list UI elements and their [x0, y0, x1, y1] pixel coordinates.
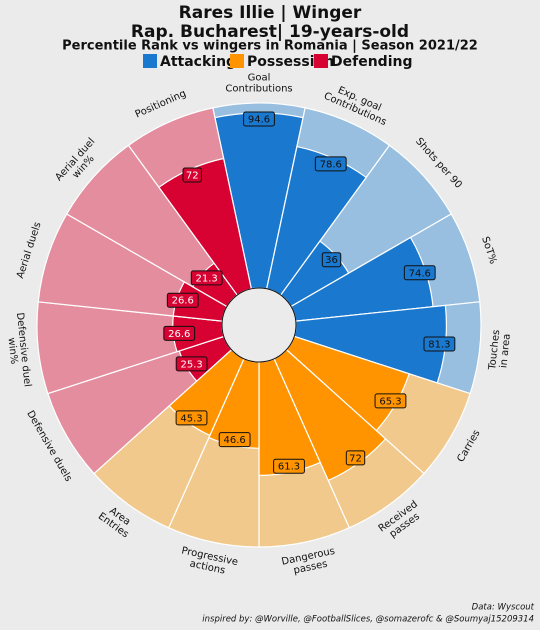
center-circle [221, 287, 297, 363]
value-label-box [403, 265, 436, 281]
legend-label: Possession [247, 54, 334, 70]
value-label-text: 36 [325, 255, 338, 266]
legend-swatch [143, 54, 157, 68]
legend-swatch [230, 54, 244, 68]
value-label: 21.3 [190, 270, 223, 286]
value-label-text: 21.3 [196, 273, 218, 284]
footer-source: Data: Wyscout [472, 603, 535, 613]
value-label: 46.6 [218, 432, 251, 448]
slice-label: Aerial duels [15, 221, 44, 280]
value-label-text: 65.3 [379, 396, 401, 407]
value-label: 61.3 [273, 458, 305, 474]
value-label-text: 46.6 [223, 435, 245, 446]
slice-label: Positioning [134, 88, 188, 120]
legend-label: Defending [331, 54, 412, 70]
value-label: 81.3 [423, 336, 456, 352]
value-label-text: 45.3 [180, 413, 202, 424]
slice-label: Touches [487, 329, 502, 371]
value-label: 74.6 [403, 265, 436, 281]
value-label: 94.6 [243, 111, 275, 127]
value-label-box [175, 410, 208, 426]
value-label-text: 25.3 [180, 359, 202, 370]
value-label: 26.6 [166, 292, 199, 308]
value-label-box [374, 393, 407, 409]
slice-label: Carries [455, 428, 482, 464]
legend-swatch [314, 54, 328, 68]
value-label: 65.3 [374, 393, 407, 409]
value-label-box [345, 450, 366, 466]
value-label-text: 72 [349, 453, 362, 464]
chart-subtitle: Rap. Bucharest| 19-years-old [131, 22, 409, 42]
value-label: 45.3 [175, 410, 208, 426]
slice-label: Goal [248, 73, 271, 84]
value-label-box [273, 458, 305, 474]
value-label: 72 [182, 167, 202, 183]
footer-credit: inspired by: @Worville, @FootballSlices,… [202, 615, 534, 625]
legend-label: Attacking [160, 54, 236, 70]
slice-label: in area [498, 333, 513, 369]
value-label-text: 94.6 [248, 114, 270, 125]
value-label-box [314, 156, 347, 172]
value-label-box [182, 167, 202, 183]
value-label: 78.6 [314, 156, 347, 172]
value-label-text: 26.6 [168, 329, 190, 340]
value-label-box [321, 252, 342, 268]
value-label-box [166, 292, 199, 308]
slice-label: SoT% [479, 235, 498, 265]
value-label-box [190, 270, 223, 286]
slice-label: Contributions [225, 84, 292, 95]
value-label-text: 81.3 [428, 339, 450, 350]
value-label-text: 78.6 [320, 159, 342, 170]
value-label: 25.3 [175, 356, 208, 372]
value-label: 72 [345, 450, 366, 466]
value-label: 26.6 [163, 325, 196, 341]
value-label-text: 74.6 [409, 268, 431, 279]
value-label-box [163, 325, 196, 341]
value-label-text: 72 [186, 170, 199, 181]
value-label-text: 26.6 [172, 296, 194, 307]
value-label: 36 [321, 252, 342, 268]
value-label-text: 61.3 [278, 462, 300, 473]
chart-description: Percentile Rank vs wingers in Romania | … [62, 39, 478, 54]
value-label-box [218, 432, 251, 448]
value-label-box [423, 336, 456, 352]
slice-label: win% [5, 337, 19, 365]
value-label-box [243, 111, 275, 127]
chart-title: Rares Illie | Winger [179, 3, 362, 23]
value-label-box [175, 356, 208, 372]
